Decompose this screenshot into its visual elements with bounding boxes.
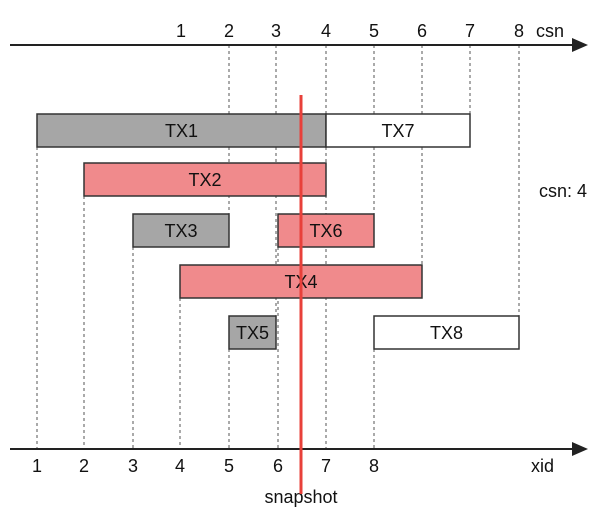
transaction-tx3: TX3 [132, 213, 230, 248]
transaction-tx6: TX6 [277, 213, 375, 248]
csn-tick-label: 4 [321, 21, 331, 41]
transaction-tx5: TX5 [228, 315, 277, 350]
transaction-tx7: TX7 [325, 113, 471, 148]
transaction-bar [83, 162, 327, 197]
xid-axis-arrow [572, 442, 588, 456]
transaction-label: TX1 [165, 121, 198, 141]
transaction-label: TX6 [309, 221, 342, 241]
transaction-bar [373, 315, 520, 350]
xid-axis-label: xid [531, 456, 554, 476]
csn-axis-ticks: 1 2 3 4 5 6 7 8 [176, 21, 524, 41]
csn-tick-label: 7 [465, 21, 475, 41]
xid-tick-label: 8 [369, 456, 379, 476]
csn-tick-label: 3 [271, 21, 281, 41]
xid-tick-label: 3 [128, 456, 138, 476]
transaction-bar [36, 113, 327, 148]
csn-tick-label: 6 [417, 21, 427, 41]
csn-note: csn: 4 [539, 181, 587, 201]
transaction-bars: TX1TX7TX2TX3TX6TX4TX5TX8 [36, 113, 520, 350]
xid-tick-label: 4 [175, 456, 185, 476]
xid-axis: 1 2 3 4 5 6 7 8 xid [10, 442, 588, 476]
snapshot-label: snapshot [264, 487, 337, 507]
csn-axis-label: csn [536, 21, 564, 41]
xid-tick-label: 7 [321, 456, 331, 476]
xid-tick-label: 6 [273, 456, 283, 476]
csn-axis: 1 2 3 4 5 6 7 8 csn [10, 21, 588, 52]
csn-tick-label: 5 [369, 21, 379, 41]
transaction-bar [228, 315, 277, 350]
csn-tick-label: 2 [224, 21, 234, 41]
transaction-label: TX3 [164, 221, 197, 241]
transaction-tx8: TX8 [373, 315, 520, 350]
transaction-bar [132, 213, 230, 248]
transaction-tx2: TX2 [83, 162, 327, 197]
csn-axis-arrow [572, 38, 588, 52]
csn-tick-label: 8 [514, 21, 524, 41]
transaction-label: TX7 [381, 121, 414, 141]
xid-tick-label: 2 [79, 456, 89, 476]
transaction-label: TX2 [188, 170, 221, 190]
xid-tick-label: 5 [224, 456, 234, 476]
transaction-label: TX5 [236, 323, 269, 343]
csn-tick-label: 1 [176, 21, 186, 41]
xid-tick-label: 1 [32, 456, 42, 476]
transaction-bar [277, 213, 375, 248]
transaction-bar [325, 113, 471, 148]
xid-axis-ticks: 1 2 3 4 5 6 7 8 [32, 456, 379, 476]
transaction-label: TX8 [430, 323, 463, 343]
transaction-tx1: TX1 [36, 113, 327, 148]
